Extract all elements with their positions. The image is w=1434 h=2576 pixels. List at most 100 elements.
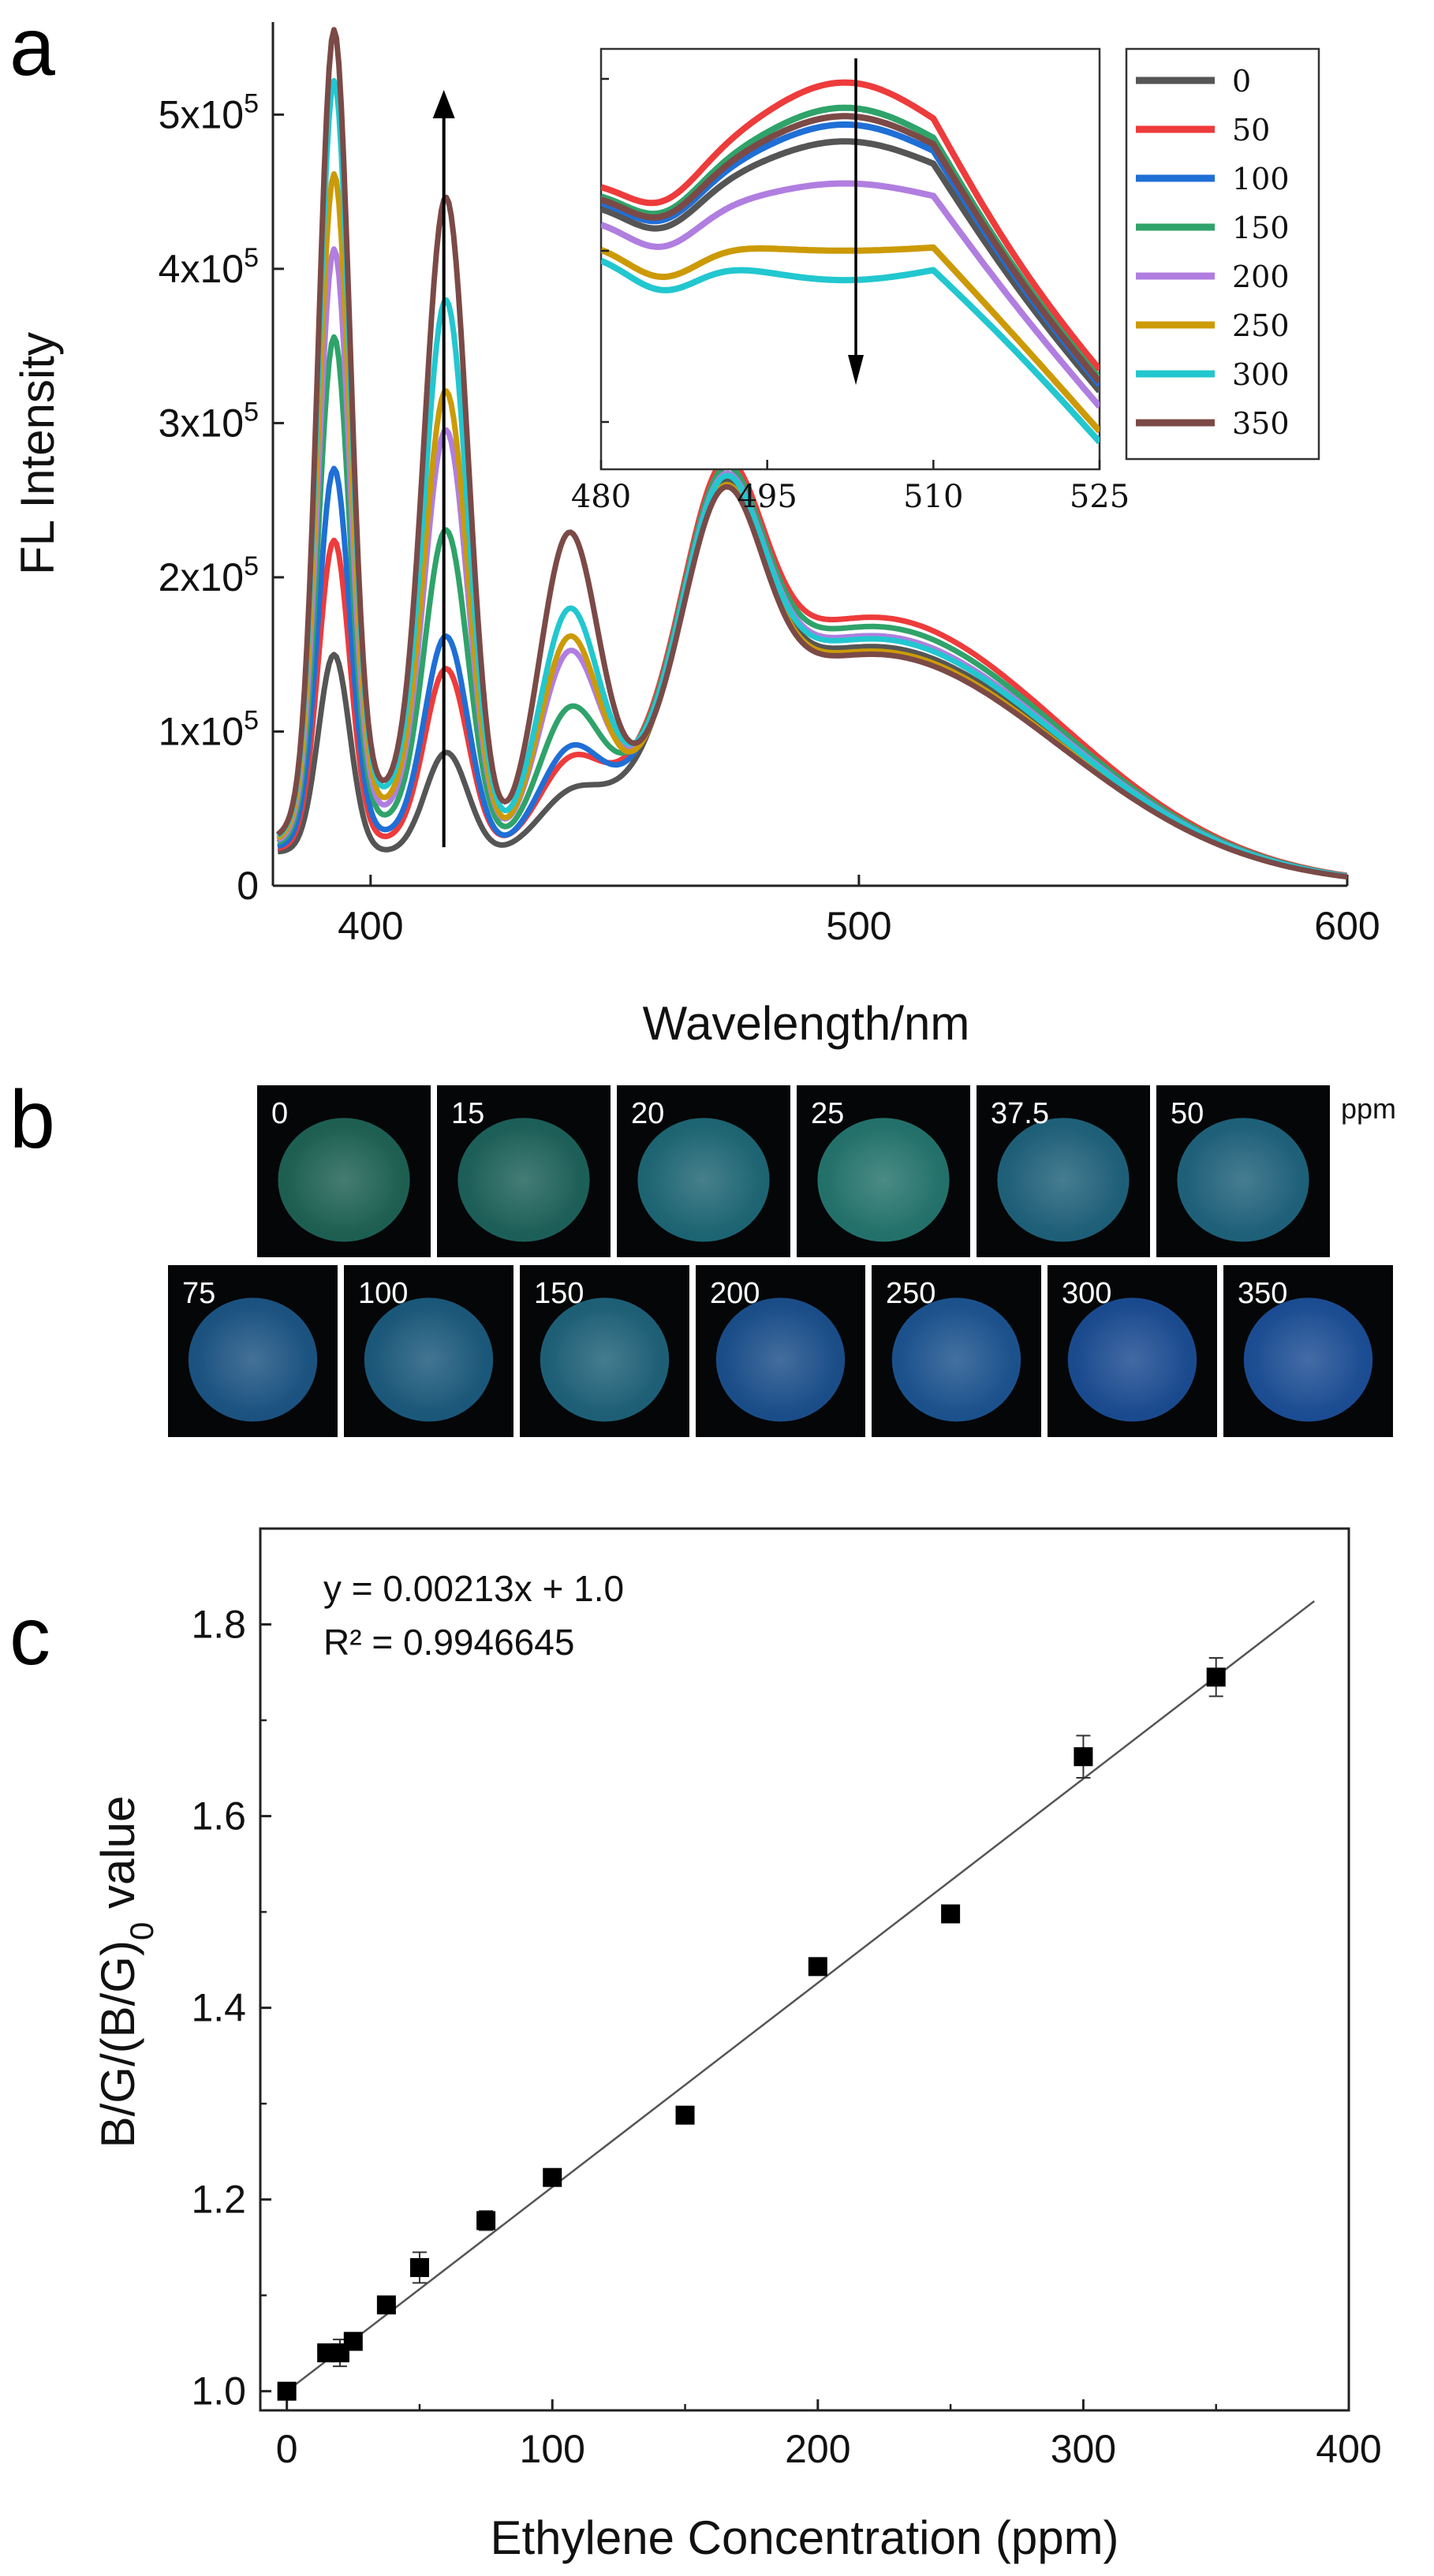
panel-c-points bbox=[277, 1657, 1226, 2401]
inset: 480 495 510 525 bbox=[571, 47, 1130, 515]
inset-x-tick-label: 510 bbox=[903, 479, 963, 515]
panel-a-x-tick-label: 600 bbox=[1314, 904, 1380, 948]
point-marker bbox=[343, 2331, 363, 2351]
inset-frame bbox=[599, 47, 1101, 471]
data-point bbox=[330, 2339, 349, 2368]
photo-tile-0: 0 bbox=[257, 1085, 431, 1257]
photo-tile-300: 300 bbox=[1047, 1265, 1217, 1437]
inset-x-ticks: 480 495 510 525 bbox=[571, 77, 1130, 515]
point-marker bbox=[675, 2105, 695, 2125]
photo-tile-50: 50 bbox=[1156, 1085, 1330, 1257]
legend-frame bbox=[1125, 47, 1320, 461]
panel-c-y-tick-label: 1.6 bbox=[191, 1794, 246, 1839]
panel-c-x-tick-label: 0 bbox=[276, 2427, 298, 2471]
photo-tile-100: 100 bbox=[344, 1265, 513, 1437]
photo-tile-15: 15 bbox=[437, 1085, 611, 1257]
legend-label-200: 200 bbox=[1232, 259, 1290, 294]
legend-label-150: 150 bbox=[1232, 211, 1290, 245]
photo-tile-20: 20 bbox=[617, 1085, 790, 1257]
inset-trend-arrow-head bbox=[848, 355, 865, 385]
photo-label: 25 bbox=[811, 1097, 844, 1130]
point-marker bbox=[409, 2257, 429, 2277]
data-point bbox=[376, 2295, 396, 2315]
inset-line-50 bbox=[601, 79, 1100, 372]
panel-a-y-tick-label: 1x105 bbox=[159, 705, 259, 753]
panel-b: b 0 15 20 25 37.5 50 75 100 150 200 250 300 350 ppm bbox=[9, 1074, 1396, 1437]
legend-label-50: 50 bbox=[1232, 113, 1270, 147]
inset-x-tick-label: 495 bbox=[737, 479, 797, 515]
panel-c-x-tick-label: 100 bbox=[520, 2427, 585, 2471]
legend-label-250: 250 bbox=[1232, 308, 1290, 343]
panel-b-label: b bbox=[9, 1074, 55, 1166]
photo-label: 20 bbox=[631, 1097, 664, 1130]
fit-equation: y = 0.00213x + 1.0 bbox=[323, 1568, 624, 1609]
legend-label-350: 350 bbox=[1232, 406, 1290, 441]
photo-label: 0 bbox=[271, 1097, 288, 1130]
panel-a-y-label: FL Intensity bbox=[11, 332, 64, 575]
inset-line-350 bbox=[601, 113, 1100, 384]
panel-c-y-label-sub: 0 bbox=[123, 1922, 160, 1940]
photo-tile-37.5: 37.5 bbox=[977, 1085, 1150, 1257]
panel-a-label: a bbox=[9, 2, 55, 93]
panel-a-y-tick-label: 4x105 bbox=[159, 243, 259, 291]
photo-label: 37.5 bbox=[991, 1097, 1049, 1130]
legend-label-100: 100 bbox=[1232, 162, 1290, 196]
inset-x-tick-label: 525 bbox=[1070, 479, 1130, 515]
data-point bbox=[543, 2167, 562, 2187]
panel-a-y-tick-label: 3x105 bbox=[159, 397, 259, 445]
panel-a-y-tick-label: 2x105 bbox=[159, 551, 259, 599]
point-marker bbox=[476, 2211, 496, 2231]
data-point bbox=[277, 2381, 297, 2401]
inset-line-0 bbox=[601, 138, 1100, 394]
inset-series bbox=[601, 79, 1100, 445]
panel-a-x-label: Wavelength/nm bbox=[643, 997, 970, 1050]
panel-c-y-label-main: B/G/(B/G) bbox=[91, 1940, 144, 2148]
data-point bbox=[409, 2251, 429, 2284]
photo-label: 200 bbox=[710, 1277, 760, 1310]
photo-tile-150: 150 bbox=[520, 1265, 689, 1437]
point-marker bbox=[543, 2167, 562, 2187]
inset-line-250 bbox=[601, 244, 1100, 434]
inset-x-tick-label: 480 bbox=[571, 479, 631, 515]
photo-label: 300 bbox=[1062, 1277, 1111, 1310]
data-point bbox=[675, 2105, 695, 2125]
panel-c-y-tick-label: 1.0 bbox=[191, 2369, 246, 2414]
panel-c-x-ticks: 0 100 200 300 400 bbox=[276, 2399, 1382, 2471]
inset-line-300 bbox=[601, 257, 1100, 445]
point-marker bbox=[1206, 1667, 1226, 1687]
point-marker bbox=[1074, 1747, 1093, 1767]
photo-label: 100 bbox=[358, 1277, 408, 1310]
spectrum-line-350 bbox=[276, 27, 1347, 880]
photo-label: 15 bbox=[451, 1097, 484, 1130]
legend: 0 50 100 150 200 250 300 350 bbox=[1125, 47, 1320, 461]
panel-c-y-tick-label: 1.4 bbox=[191, 1986, 246, 2030]
photo-tile-250: 250 bbox=[872, 1265, 1041, 1437]
panel-c: c 1.0 1.2 1.4 1.6 1.8 0 100 200 300 400 Ethylene… bbox=[9, 1527, 1382, 2564]
data-point bbox=[1206, 1657, 1226, 1697]
panel-a-y-tick-label: 0 bbox=[237, 864, 259, 908]
panel-c-frame bbox=[259, 1527, 1350, 2412]
inset-line-200 bbox=[601, 180, 1100, 409]
panel-c-x-label: Ethylene Concentration (ppm) bbox=[490, 2511, 1118, 2564]
panel-c-y-ticks: 1.0 1.2 1.4 1.6 1.8 bbox=[191, 1603, 271, 2414]
photo-row-1: 0 15 20 25 37.5 50 bbox=[257, 1085, 1330, 1257]
photo-label: 50 bbox=[1171, 1097, 1204, 1130]
data-point bbox=[941, 1904, 961, 1924]
panel-c-x-tick-label: 300 bbox=[1051, 2427, 1116, 2471]
point-marker bbox=[808, 1957, 827, 1977]
panel-c-y-tick-label: 1.8 bbox=[191, 1603, 246, 1647]
fit-r-squared: R² = 0.9946645 bbox=[323, 1622, 574, 1663]
data-point bbox=[808, 1957, 827, 1977]
photo-tile-25: 25 bbox=[797, 1085, 970, 1257]
panel-a-x-tick-label: 400 bbox=[338, 904, 403, 948]
panel-c-x-tick-label: 400 bbox=[1316, 2427, 1381, 2471]
spectrum-line-300 bbox=[276, 77, 1347, 879]
point-marker bbox=[376, 2295, 396, 2315]
panel-c-y-label-tail: value bbox=[91, 1796, 144, 1922]
spectrum-line-50 bbox=[277, 457, 1347, 879]
panel-c-x-tick-label: 200 bbox=[785, 2427, 850, 2471]
photo-label: 150 bbox=[534, 1277, 584, 1310]
panel-c-label: c bbox=[9, 1591, 50, 1682]
